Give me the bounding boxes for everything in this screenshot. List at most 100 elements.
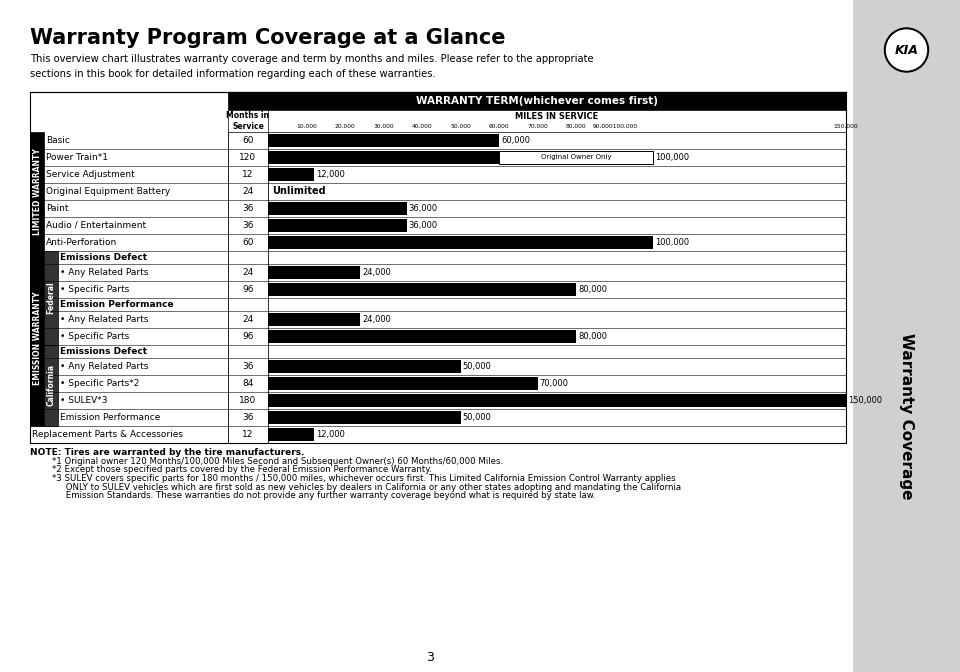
Text: 50,000: 50,000	[463, 413, 492, 422]
Bar	[268, 219, 407, 232]
Text: Emission Performance: Emission Performance	[60, 300, 174, 309]
Text: ONLY to SULEV vehicles which are first sold as new vehicles by dealers in Califo: ONLY to SULEV vehicles which are first s…	[30, 482, 682, 491]
Text: 36: 36	[242, 362, 253, 371]
Text: 100,000: 100,000	[656, 153, 689, 162]
Text: Months in
Service: Months in Service	[227, 111, 270, 131]
Text: 120: 120	[239, 153, 256, 162]
Text: 24: 24	[242, 187, 253, 196]
Text: 84: 84	[242, 379, 253, 388]
Text: MILES IN SERVICE: MILES IN SERVICE	[516, 112, 599, 121]
Text: 80,000: 80,000	[566, 124, 587, 128]
Text: Emissions Defect: Emissions Defect	[60, 253, 147, 262]
Text: 36,000: 36,000	[409, 204, 438, 213]
Circle shape	[884, 28, 928, 72]
Text: 12: 12	[242, 170, 253, 179]
Bar	[268, 134, 499, 147]
Text: 60,000: 60,000	[489, 124, 510, 128]
Text: 24: 24	[242, 315, 253, 324]
Text: Emissions Defect: Emissions Defect	[60, 347, 147, 356]
Text: 10,000: 10,000	[296, 124, 317, 128]
Text: 36: 36	[242, 413, 253, 422]
Text: • SULEV*3: • SULEV*3	[60, 396, 108, 405]
Bar	[268, 394, 846, 407]
Text: Original Owner Only: Original Owner Only	[540, 155, 612, 161]
Bar	[268, 168, 314, 181]
Text: • Any Related Parts: • Any Related Parts	[60, 268, 149, 277]
Text: 60: 60	[242, 136, 253, 145]
Text: • Specific Parts*2: • Specific Parts*2	[60, 379, 139, 388]
Text: Paint: Paint	[46, 204, 68, 213]
Text: Warranty Program Coverage at a Glance: Warranty Program Coverage at a Glance	[30, 28, 506, 48]
Text: 96: 96	[242, 285, 253, 294]
Bar	[268, 377, 538, 390]
Text: Emission Standards. These warranties do not provide any further warranty coverag: Emission Standards. These warranties do …	[30, 491, 595, 500]
Text: Anti-Perforation: Anti-Perforation	[46, 238, 117, 247]
Bar	[268, 202, 407, 215]
Text: WARRANTY TERM(whichever comes first): WARRANTY TERM(whichever comes first)	[416, 96, 658, 106]
Bar	[44, 345, 58, 426]
Text: Original Equipment Battery: Original Equipment Battery	[46, 187, 170, 196]
Text: 60: 60	[242, 238, 253, 247]
Bar	[268, 313, 361, 326]
Bar	[228, 110, 846, 132]
Text: 36: 36	[242, 204, 253, 213]
Text: • Specific Parts: • Specific Parts	[60, 332, 130, 341]
Text: 96: 96	[242, 332, 253, 341]
Text: EMISSION WARRANTY: EMISSION WARRANTY	[33, 292, 41, 385]
Text: *2 Except those specified parts covered by the Federal Emission Performance Warr: *2 Except those specified parts covered …	[30, 466, 432, 474]
Text: • Specific Parts: • Specific Parts	[60, 285, 130, 294]
Text: 50,000: 50,000	[463, 362, 492, 371]
Text: 30,000: 30,000	[373, 124, 394, 128]
Bar	[30, 251, 44, 426]
Text: 12,000: 12,000	[316, 170, 345, 179]
Text: 36: 36	[242, 221, 253, 230]
Bar	[228, 92, 846, 110]
Text: California: California	[46, 364, 56, 407]
Text: 60,000: 60,000	[501, 136, 530, 145]
Text: 12,000: 12,000	[316, 430, 345, 439]
Text: 80,000: 80,000	[578, 332, 608, 341]
Bar	[30, 132, 44, 251]
Bar	[268, 236, 654, 249]
Text: LIMITED WARRANTY: LIMITED WARRANTY	[33, 148, 41, 235]
Text: Emission Performance: Emission Performance	[60, 413, 160, 422]
Bar	[853, 0, 960, 672]
Text: Service Adjustment: Service Adjustment	[46, 170, 134, 179]
Bar	[268, 266, 361, 279]
Bar	[268, 411, 461, 424]
Text: 70,000: 70,000	[527, 124, 548, 128]
Text: *1 Original owner 120 Months/100,000 Miles Second and Subsequent Owner(s) 60 Mon: *1 Original owner 120 Months/100,000 Mil…	[30, 457, 503, 466]
Bar	[268, 330, 576, 343]
Text: 150,000: 150,000	[833, 124, 858, 128]
Text: NOTE: Tires are warranted by the tire manufacturers.: NOTE: Tires are warranted by the tire ma…	[30, 448, 304, 457]
Text: This overview chart illustrates warranty coverage and term by months and miles. : This overview chart illustrates warranty…	[30, 54, 593, 79]
Text: Unlimited: Unlimited	[272, 187, 325, 196]
Bar	[44, 251, 58, 345]
Text: 150,000: 150,000	[848, 396, 882, 405]
Bar	[268, 428, 314, 441]
Text: 180: 180	[239, 396, 256, 405]
Text: Audio / Entertainment: Audio / Entertainment	[46, 221, 146, 230]
Text: 80,000: 80,000	[578, 285, 608, 294]
Bar	[268, 151, 499, 164]
Text: 40,000: 40,000	[412, 124, 432, 128]
Text: 36,000: 36,000	[409, 221, 438, 230]
Bar	[499, 151, 654, 164]
Text: • Any Related Parts: • Any Related Parts	[60, 362, 149, 371]
Text: 3: 3	[426, 651, 434, 664]
Text: 90,000100,000: 90,000100,000	[592, 124, 637, 128]
Text: *3 SULEV covers specific parts for 180 months / 150,000 miles, whichever occurs : *3 SULEV covers specific parts for 180 m…	[30, 474, 676, 483]
Text: Federal: Federal	[46, 282, 56, 314]
Text: • Any Related Parts: • Any Related Parts	[60, 315, 149, 324]
Text: 100,000: 100,000	[656, 238, 689, 247]
Text: 50,000: 50,000	[450, 124, 471, 128]
Circle shape	[886, 30, 926, 70]
Text: Warranty Coverage: Warranty Coverage	[899, 333, 914, 499]
Text: 12: 12	[242, 430, 253, 439]
Bar	[268, 283, 576, 296]
Text: 20,000: 20,000	[335, 124, 355, 128]
Text: 24,000: 24,000	[363, 268, 392, 277]
Text: Replacement Parts & Accessories: Replacement Parts & Accessories	[32, 430, 183, 439]
Text: 24: 24	[242, 268, 253, 277]
Text: Power Train*1: Power Train*1	[46, 153, 108, 162]
